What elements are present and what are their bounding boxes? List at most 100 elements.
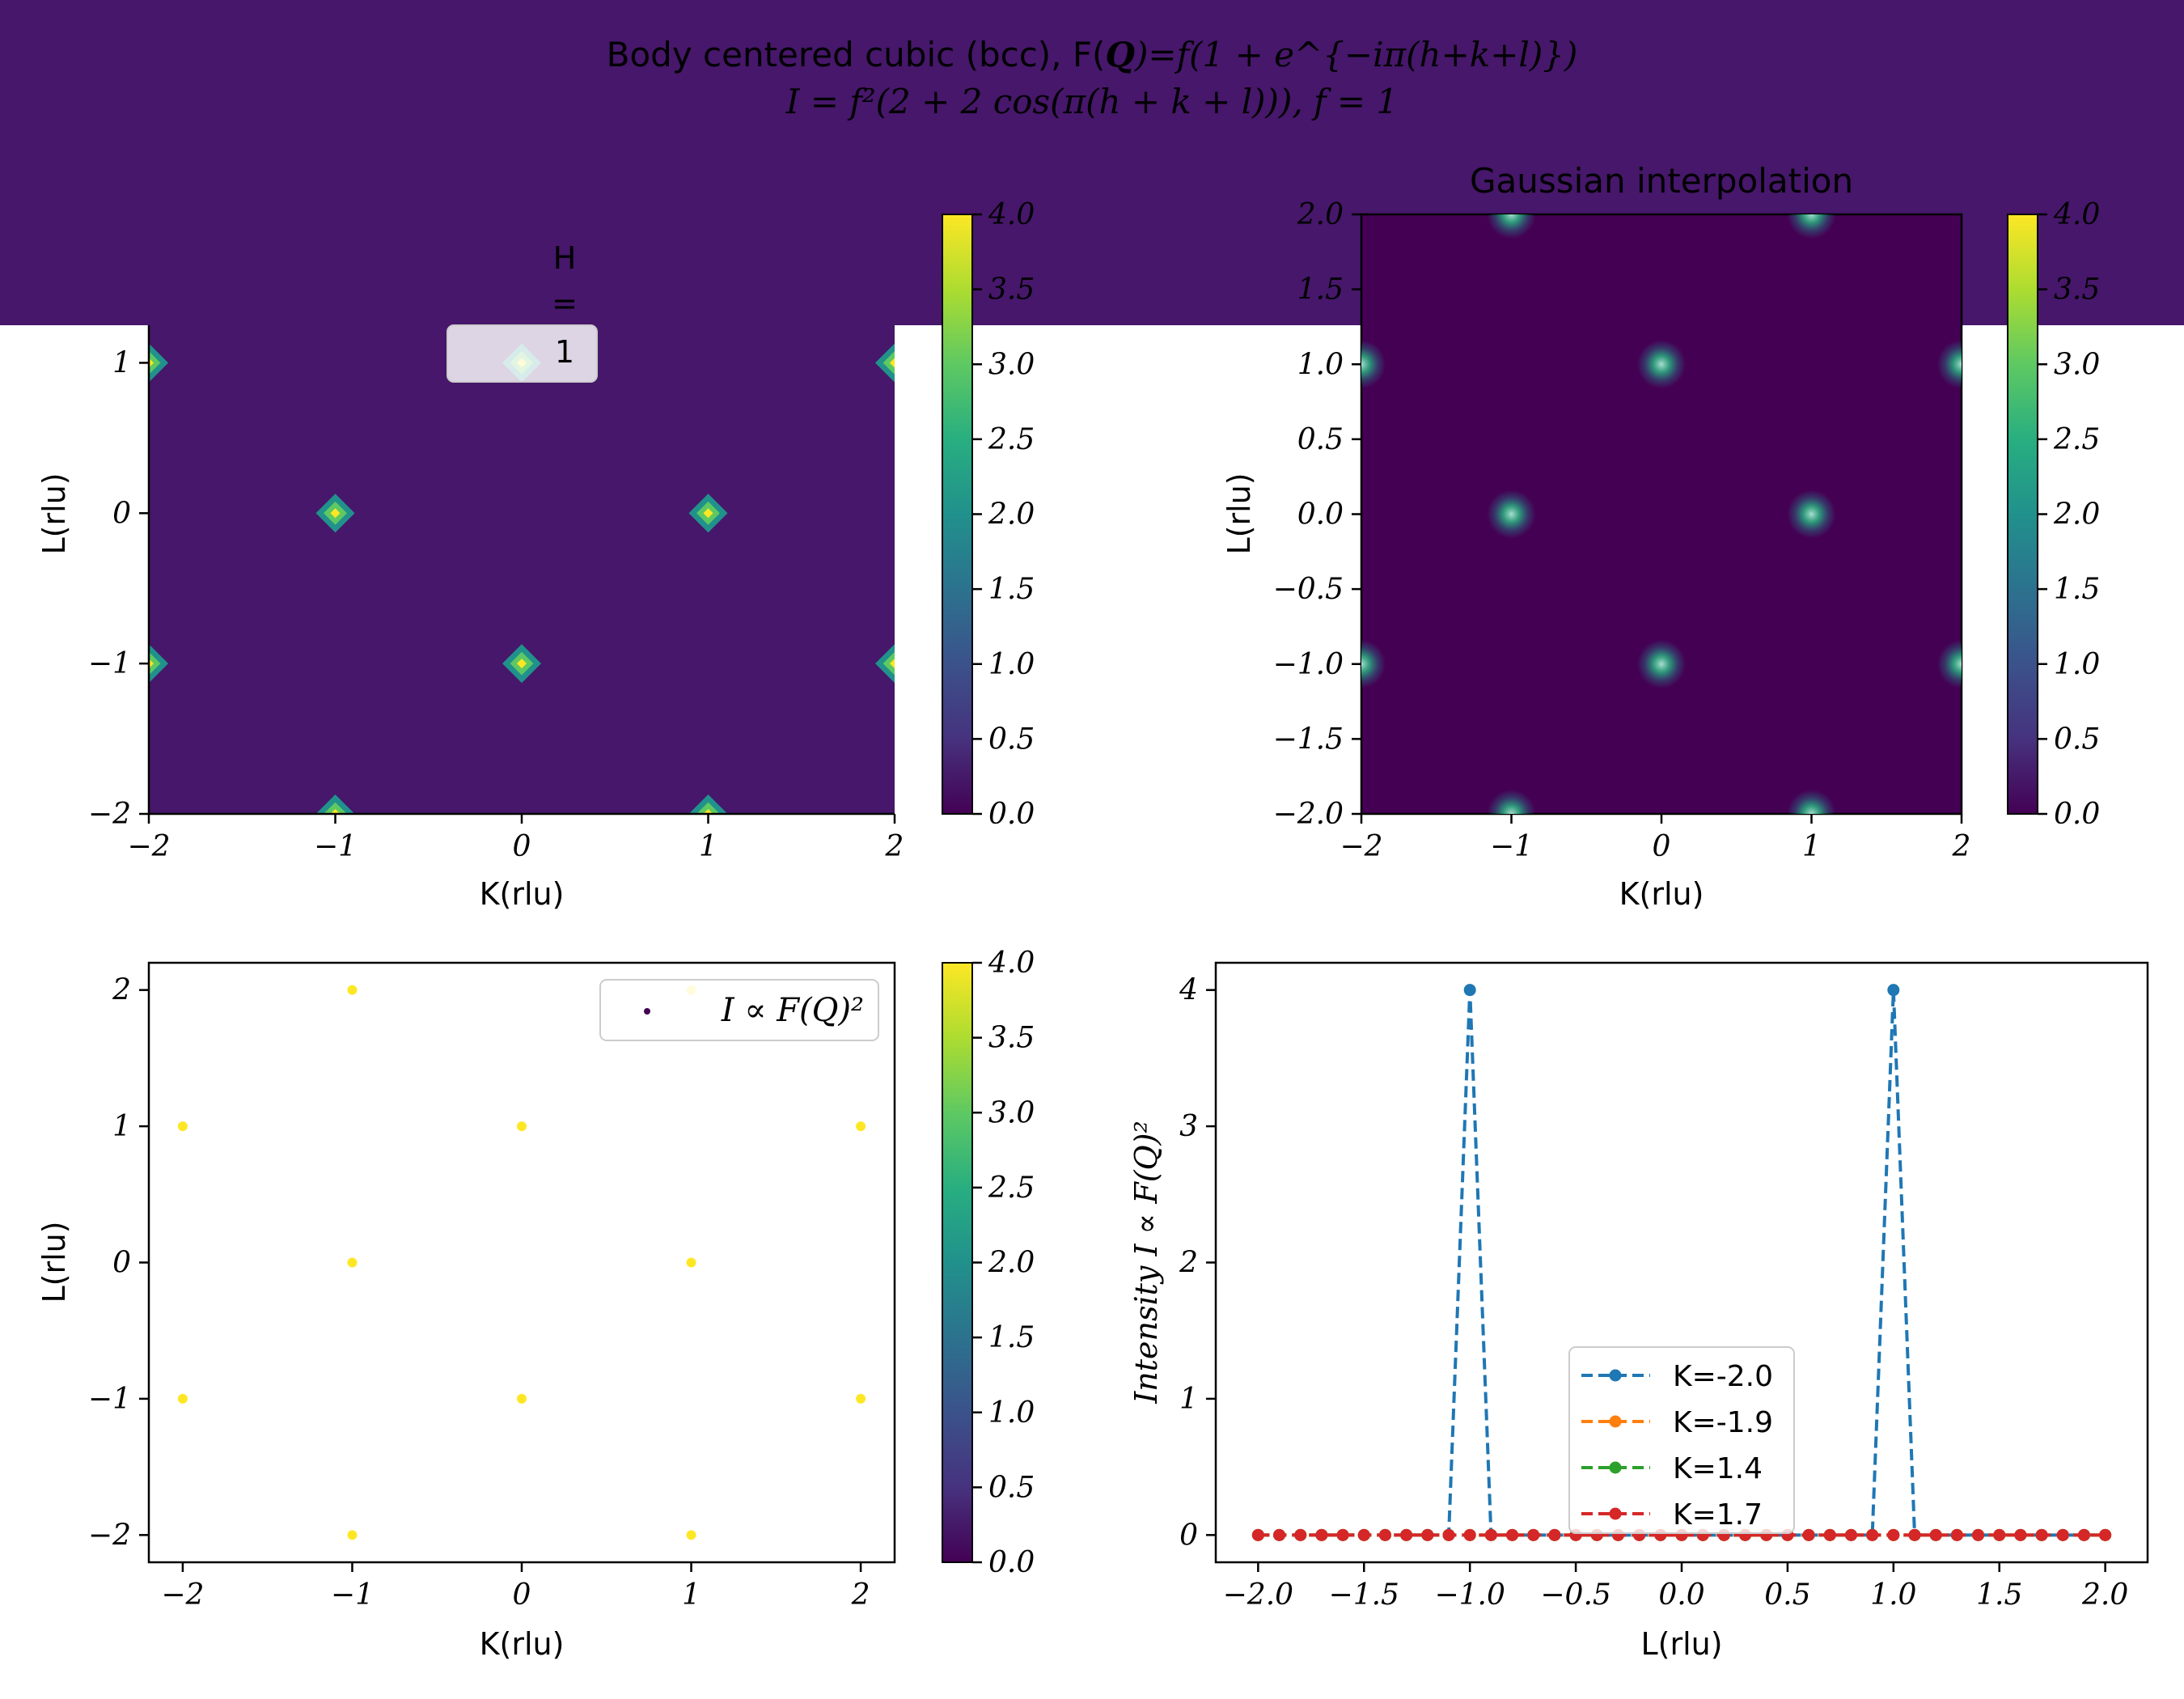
- bl-cbar-label-5: 2.5: [988, 1172, 1035, 1205]
- br-series-point-3-33: [1950, 1528, 1963, 1541]
- br-series-point-3-3: [1315, 1528, 1328, 1541]
- bl-ylabel: L(rlu): [36, 1221, 72, 1303]
- tr-ytick-label-2: −1.0: [1273, 648, 1344, 681]
- br-series-point-3-7: [1400, 1528, 1413, 1541]
- br-xtick-label-2: −1.0: [1434, 1578, 1505, 1612]
- tl-xtick-label-2: 0: [513, 830, 531, 863]
- tl-peak-mid-5: [149, 651, 161, 676]
- br-series-point-3-27: [1823, 1528, 1836, 1541]
- br-xlabel: L(rlu): [1640, 1626, 1722, 1662]
- panel-bottom-right: −2.0 −1.5 −1.0 −0.5 0.0 0.5 1.0 1.5 2.0 0 1 2 3 4 L(…: [1128, 961, 2149, 1662]
- br-series-point-3-13: [1527, 1528, 1540, 1541]
- tr-peak-8: [1637, 639, 1686, 688]
- br-legend-box: [1568, 1346, 1795, 1534]
- bl-legend-marker: [644, 1008, 650, 1015]
- br-series-point-3-32: [1929, 1528, 1942, 1541]
- tl-cbar-label-6: 3.0: [988, 348, 1035, 381]
- tr-cbar-label-3: 1.5: [2054, 573, 2100, 606]
- br-series-point-3-28: [1844, 1528, 1857, 1541]
- br-xtick-label-0: −2.0: [1223, 1578, 1293, 1612]
- tr-cbar-label-5: 2.5: [2053, 423, 2100, 456]
- tr-peak-2: [1361, 340, 1386, 389]
- tl-peak-mid-0: [149, 351, 161, 375]
- br-series-point-3-0: [1251, 1528, 1264, 1541]
- tr-cbar-label-7: 3.5: [2054, 273, 2100, 307]
- tl-ytick-label-0: −2: [88, 798, 131, 831]
- tr-peak-9: [1937, 639, 1962, 688]
- tl-ytick-label-3: 1: [112, 346, 131, 379]
- bl-ytick-label-0: −2: [88, 1519, 131, 1552]
- tl-peak-core-7: [890, 659, 895, 669]
- tr-ytick-label-6: 1.0: [1297, 348, 1344, 381]
- tl-cbar-label-2: 1.0: [988, 648, 1035, 681]
- br-legend-marker-0: [1609, 1369, 1622, 1382]
- tl-ytick-label-1: −1: [88, 647, 131, 680]
- tl-peak-core-9: [703, 809, 713, 814]
- bl-xlabel: K(rlu): [480, 1626, 565, 1662]
- br-series-point-3-29: [1866, 1528, 1879, 1541]
- tr-plot-background: [1360, 213, 1963, 816]
- tl-peak-8: [315, 794, 355, 814]
- br-xtick-label-4: 0.0: [1658, 1578, 1704, 1612]
- bl-cbar-label-2: 1.0: [988, 1396, 1035, 1430]
- br-ytick-label-2: 2: [1179, 1247, 1198, 1280]
- br-legend-label-2: K=1.4: [1673, 1452, 1763, 1485]
- bl-point-8: [517, 1393, 527, 1404]
- tl-peak-4: [688, 494, 728, 533]
- tl-annotation-line1: H: [553, 240, 577, 276]
- br-series-point-3-4: [1336, 1528, 1349, 1541]
- tr-cbar-label-8: 4.0: [2053, 198, 2100, 231]
- tr-peak-11: [1787, 790, 1836, 814]
- tr-cbar-label-1: 0.5: [2054, 722, 2100, 756]
- tl-xtick-label-0: −2: [127, 830, 170, 863]
- tr-ytick-label-0: −2.0: [1273, 798, 1344, 831]
- bl-legend: I ∝ F(Q)²: [599, 979, 879, 1041]
- br-series-point-3-34: [1972, 1528, 1985, 1541]
- br-series-point-0-10: [1463, 984, 1476, 997]
- tr-peak-10: [1487, 790, 1536, 814]
- tr-peak-1: [1787, 214, 1836, 239]
- tr-ylabel: L(rlu): [1221, 472, 1257, 554]
- br-xtick-label-7: 1.5: [1976, 1578, 2022, 1612]
- br-xtick-label-1: −1.5: [1329, 1578, 1399, 1612]
- br-series-point-3-31: [1908, 1528, 1921, 1541]
- tl-peak-7: [875, 644, 895, 684]
- tr-xtick-label-3: 1: [1802, 830, 1821, 863]
- br-series-point-3-12: [1506, 1528, 1519, 1541]
- bl-point-9: [856, 1393, 866, 1404]
- figure-title-line1: Body centered cubic (bcc), F(Q)=f(1 + e^…: [607, 35, 1578, 74]
- tr-xtick-label-0: −2: [1340, 830, 1382, 863]
- br-ytick-label-3: 3: [1179, 1110, 1198, 1143]
- br-series-point-3-10: [1463, 1528, 1476, 1541]
- tl-cbar-label-0: 0.0: [988, 798, 1035, 831]
- br-ytick-label-0: 0: [1179, 1519, 1198, 1552]
- br-series-point-3-5: [1357, 1528, 1370, 1541]
- tl-peak-core-6: [517, 659, 527, 669]
- tr-ytick-label-7: 1.5: [1297, 273, 1344, 307]
- tl-xtick-label-1: −1: [314, 830, 357, 863]
- panel-top-left: −2 −1 0 1 2 −2 −1 0 1 K(rlu) L(rlu) H = 1 0.0 0.…: [36, 198, 1035, 912]
- br-xtick-label-3: −0.5: [1540, 1578, 1610, 1612]
- tl-annotation-line2: =: [552, 286, 578, 321]
- br-xtick-label-5: 0.5: [1764, 1578, 1810, 1612]
- tl-cbar-label-7: 3.5: [988, 273, 1035, 307]
- tl-cbar-label-4: 2.0: [988, 498, 1035, 532]
- tl-peak-core-8: [330, 809, 341, 814]
- tl-peak-mid-9: [696, 802, 720, 814]
- bl-cbar-label-3: 1.5: [988, 1321, 1035, 1354]
- br-series-point-3-36: [2014, 1528, 2027, 1541]
- br-series-point-3-14: [1548, 1528, 1561, 1541]
- br-xtick-label-8: 2.0: [2081, 1578, 2128, 1612]
- bl-plot-frame: [147, 961, 896, 1564]
- tr-peak-0: [1487, 214, 1536, 239]
- br-legend-marker-2: [1609, 1461, 1622, 1474]
- br-series-point-3-11: [1484, 1528, 1497, 1541]
- bl-point-11: [686, 1530, 696, 1540]
- bl-cbar-label-8: 4.0: [988, 947, 1035, 980]
- tl-cbar-label-8: 4.0: [988, 198, 1035, 231]
- br-series-point-3-6: [1378, 1528, 1391, 1541]
- tl-xlabel: K(rlu): [480, 876, 565, 912]
- tr-ytick-label-5: 0.5: [1297, 423, 1344, 456]
- tl-peak-mid-7: [882, 651, 895, 676]
